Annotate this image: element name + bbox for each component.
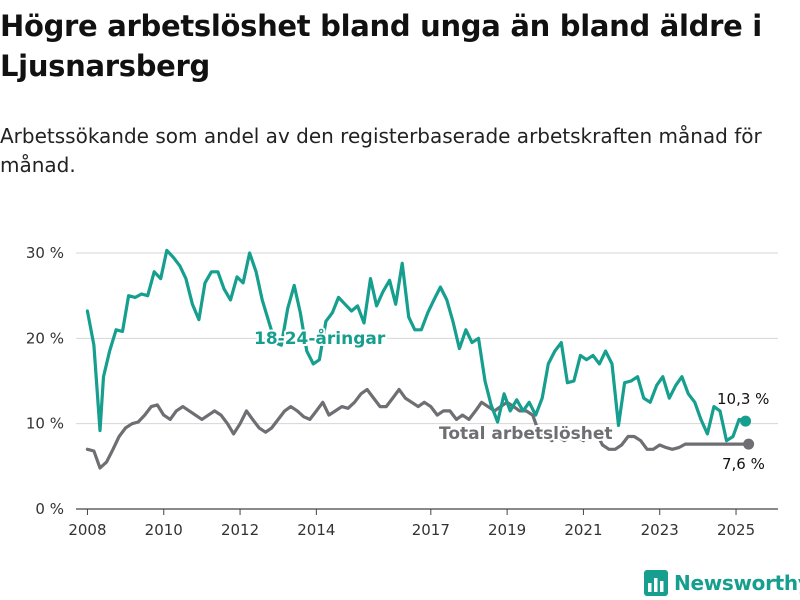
- y-tick-label: 0 %: [35, 500, 64, 518]
- end-point-youth: [740, 415, 752, 427]
- series-line-youth: [85, 248, 748, 443]
- x-tick-label: 2019: [488, 521, 526, 539]
- series-label-youth: 18-24-åringar: [254, 327, 386, 349]
- page-title: Högre arbetslöshet bland unga än bland ä…: [0, 9, 762, 83]
- x-tick-label: 2017: [412, 521, 450, 539]
- series-line-total: [85, 387, 751, 470]
- bar-chart-logo-icon: [644, 570, 668, 596]
- end-point-total: [743, 438, 755, 450]
- brand-name: Newsworthy: [674, 571, 800, 595]
- x-tick-label: 2025: [717, 521, 755, 539]
- x-tick-label: 2021: [564, 521, 602, 539]
- y-tick-label: 30 %: [26, 244, 64, 262]
- x-tick-label: 2012: [221, 521, 259, 539]
- series-label-total: Total arbetslöshet: [439, 424, 613, 444]
- y-tick-label: 10 %: [26, 415, 64, 433]
- x-tick-label: 2008: [68, 521, 106, 539]
- brand-logo: Newsworthy: [644, 569, 800, 597]
- page-subtitle: Arbetssökande som andel av den registerb…: [0, 124, 762, 177]
- y-tick-label: 20 %: [26, 329, 64, 347]
- x-tick-label: 2014: [297, 521, 335, 539]
- end-value-youth: 10,3 %: [717, 390, 769, 408]
- x-tick-label: 2023: [641, 521, 679, 539]
- x-tick-label: 2010: [145, 521, 183, 539]
- end-value-total: 7,6 %: [722, 455, 765, 473]
